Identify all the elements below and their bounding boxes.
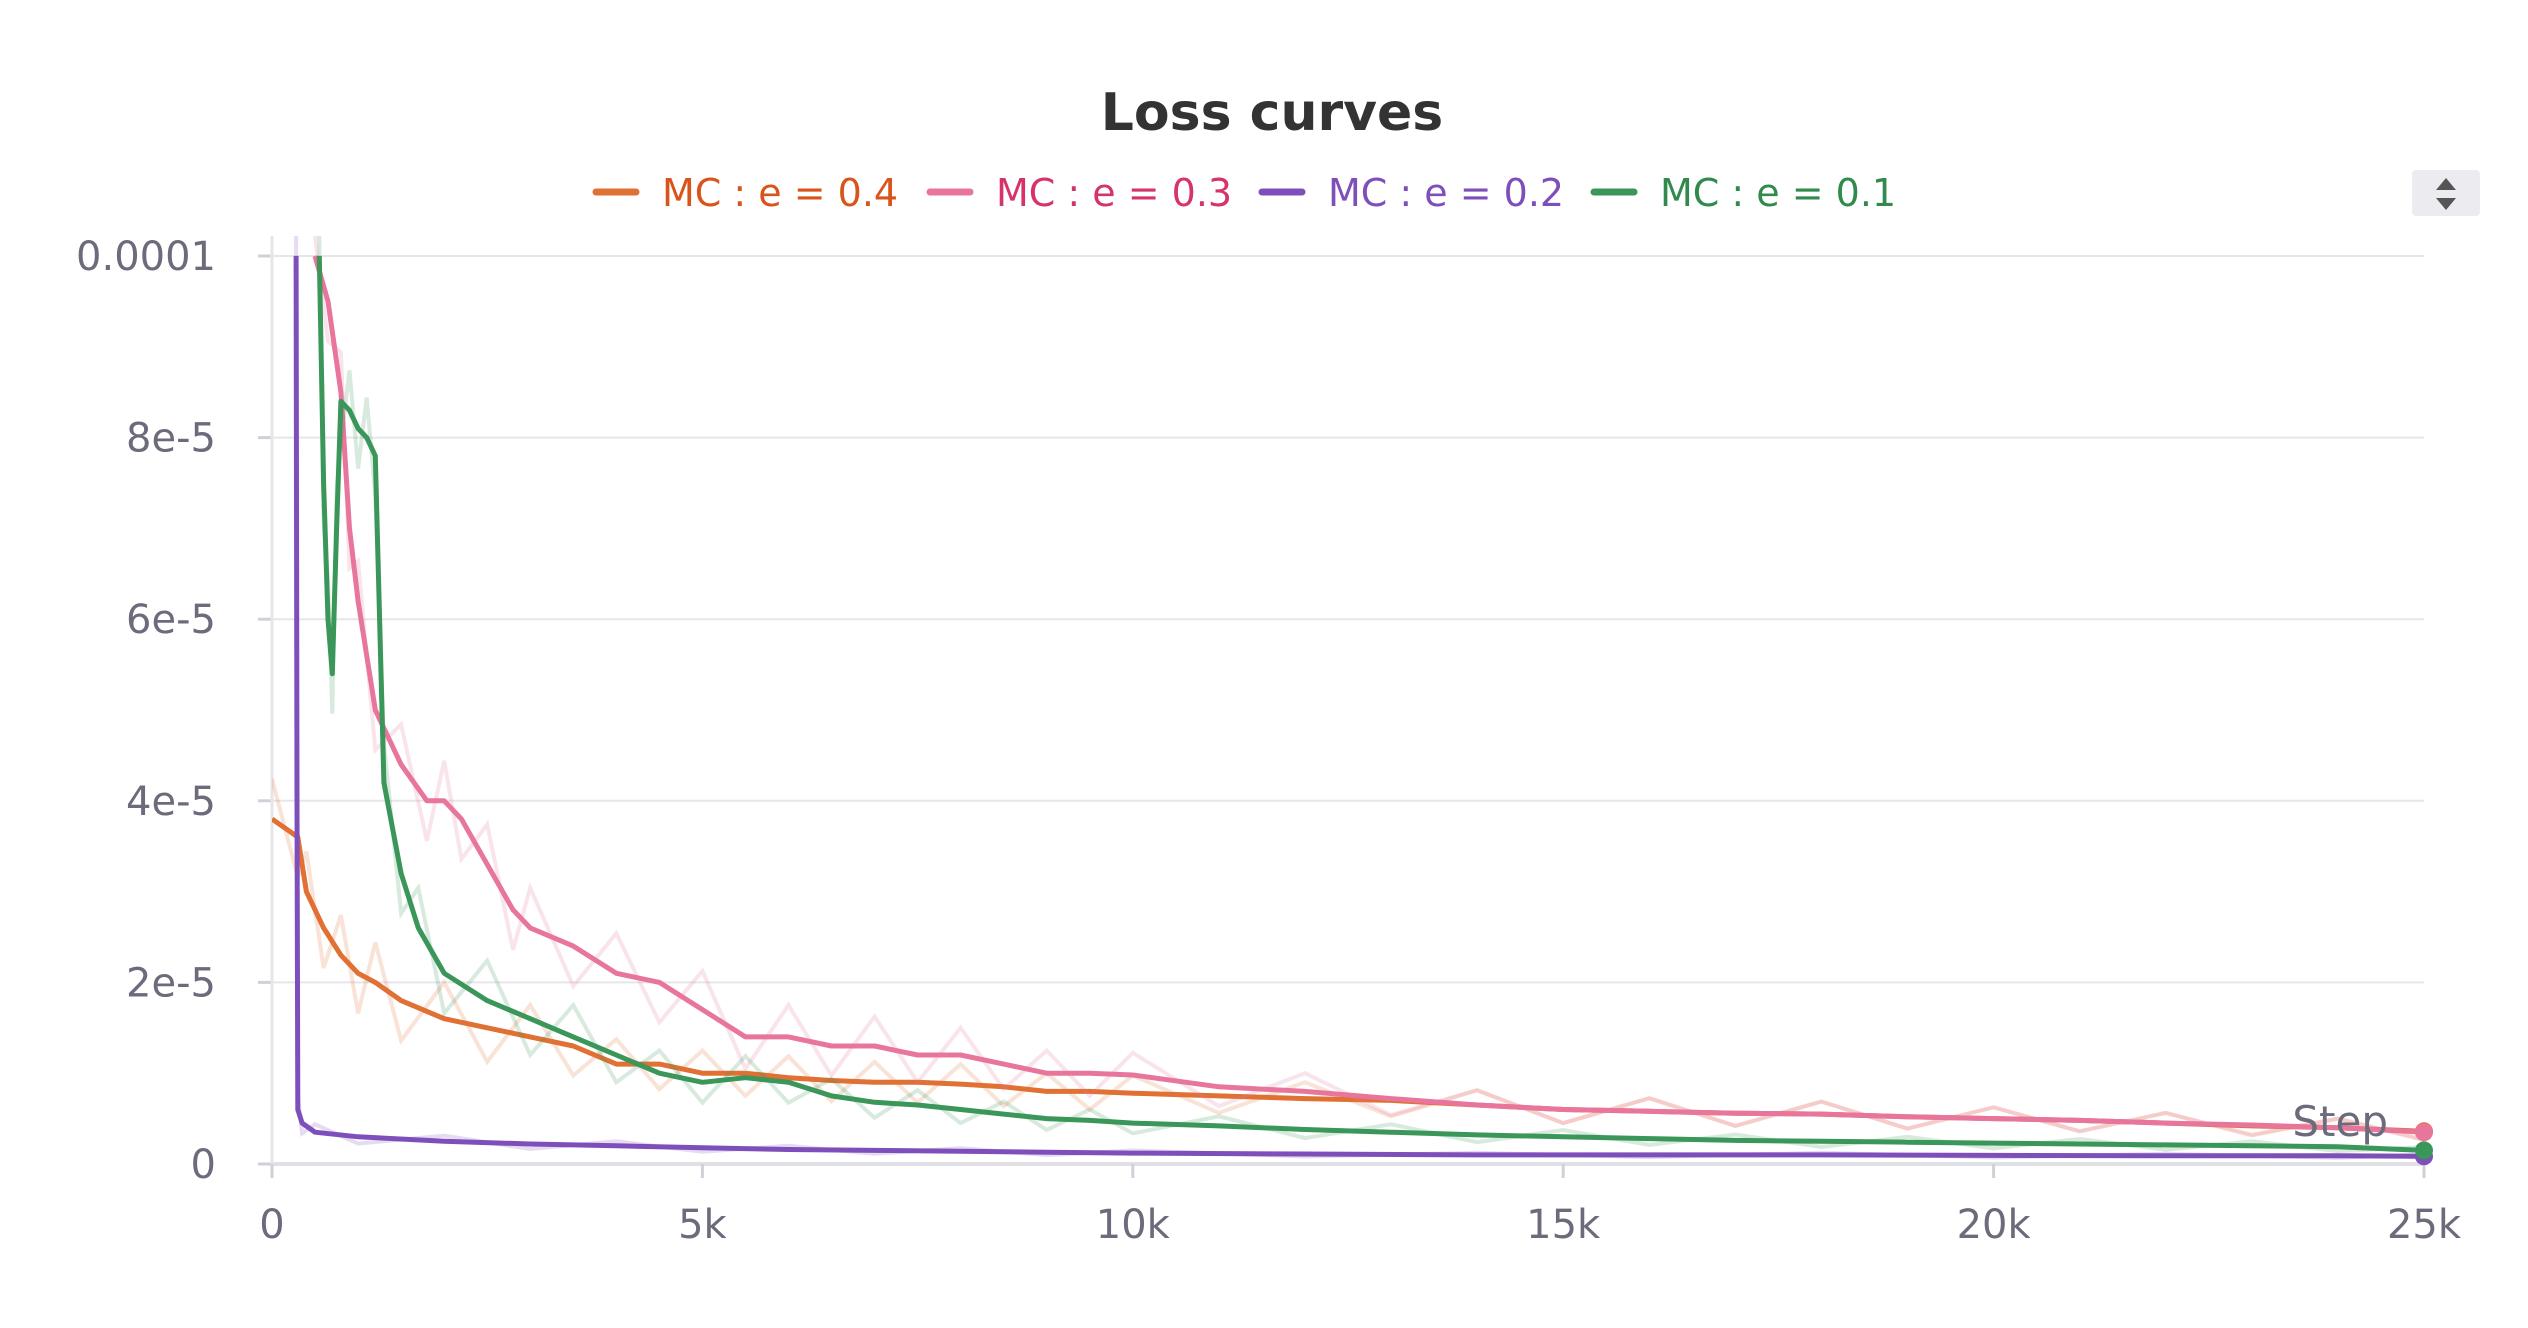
y-tick-label: 0.0001 <box>76 234 216 280</box>
x-axis: 0 5k 10k 15k 20k 25k <box>259 236 2462 1248</box>
x-tick-label: 10k <box>1096 1202 1171 1248</box>
y-axis: 0 2e-5 4e-5 6e-5 8e-5 0.0001 <box>76 234 272 1188</box>
y-tick-label: 8e-5 <box>126 416 216 462</box>
legend-label: MC : e = 0.2 <box>1328 171 1564 215</box>
series-line[interactable] <box>293 255 2425 1159</box>
series-raw-line <box>317 235 2425 1154</box>
chart-title: Loss curves <box>1101 83 1443 143</box>
x-tick-label: 0 <box>259 1202 284 1248</box>
series-line[interactable] <box>272 816 2425 1134</box>
series-endpoint <box>2415 1123 2433 1142</box>
legend-scroll-button-bg[interactable] <box>2412 170 2480 216</box>
legend-item[interactable]: MC : e = 0.3 <box>926 171 1232 215</box>
legend-item[interactable]: MC : e = 0.2 <box>1258 171 1564 215</box>
series-line[interactable] <box>312 255 2425 1135</box>
x-tick-label: 25k <box>2387 1202 2462 1248</box>
legend-item[interactable]: MC : e = 0.1 <box>1590 171 1896 215</box>
legend-label: MC : e = 0.1 <box>1660 171 1896 215</box>
series-raw-line <box>294 235 2425 1160</box>
legend-label: MC : e = 0.3 <box>996 171 1232 215</box>
legend-label: MC : e = 0.4 <box>662 171 898 215</box>
x-tick-label: 5k <box>678 1202 727 1248</box>
scroll-down-icon[interactable] <box>2436 198 2456 210</box>
series-line[interactable] <box>316 255 2425 1153</box>
series-raw-line <box>313 235 2425 1143</box>
plot-area <box>272 235 2425 1160</box>
series-endpoint <box>2415 1141 2433 1160</box>
y-tick-label: 0 <box>191 1142 216 1188</box>
series-endpoints <box>2415 1122 2433 1166</box>
scroll-up-icon[interactable] <box>2436 178 2456 190</box>
legend: MC : e = 0.4 MC : e = 0.3 MC : e = 0.2 MC :… <box>592 171 1896 215</box>
x-axis-label: Step <box>2292 1097 2388 1146</box>
y-tick-label: 6e-5 <box>126 597 216 643</box>
legend-item[interactable]: MC : e = 0.4 <box>592 171 898 215</box>
x-tick-label: 20k <box>1957 1202 2032 1248</box>
x-tick-label: 15k <box>1526 1202 1601 1248</box>
y-tick-label: 4e-5 <box>126 779 216 825</box>
legend-scroll-button[interactable] <box>2412 170 2480 216</box>
y-tick-label: 2e-5 <box>126 960 216 1006</box>
grid <box>272 255 2424 984</box>
